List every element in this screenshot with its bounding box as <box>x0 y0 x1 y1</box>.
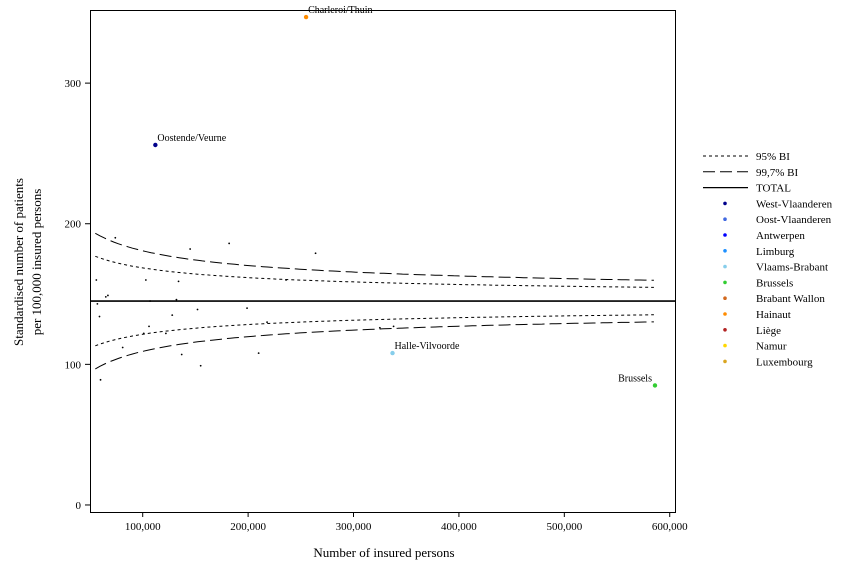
legend-region-label: West-Vlaanderen <box>756 198 833 210</box>
data-point <box>199 364 202 367</box>
y-tick-label: 100 <box>65 359 82 371</box>
data-point <box>95 279 98 281</box>
x-tick-label: 300,000 <box>336 521 372 533</box>
data-point <box>104 295 107 298</box>
data-point <box>153 142 158 148</box>
x-tick-label: 500,000 <box>546 521 582 533</box>
legend-region-label: Oost-Vlaanderen <box>756 214 832 226</box>
point-label: Halle-Vilvoorde <box>395 341 460 352</box>
data-point <box>246 307 248 310</box>
legend-region-label: Liège <box>756 325 781 337</box>
data-point <box>392 325 395 328</box>
lower-997-limit-curve <box>95 321 654 370</box>
data-point <box>390 350 395 356</box>
data-point <box>164 332 167 335</box>
data-point <box>196 308 199 311</box>
legend-marker <box>723 359 727 364</box>
legend-region-label: Namur <box>756 341 787 353</box>
legend-region-label: Antwerpen <box>756 230 805 242</box>
data-point <box>99 378 102 381</box>
legend-marker <box>723 233 727 237</box>
legend-region-label: Vlaams-Brabant <box>756 262 828 274</box>
data-point <box>144 279 147 281</box>
data-point <box>257 352 260 355</box>
legend-marker <box>723 312 727 316</box>
point-label: Charleroi/Thuin <box>308 5 372 16</box>
data-point <box>314 252 317 255</box>
data-point <box>228 242 231 245</box>
legend-region-label: Hainaut <box>756 309 791 321</box>
y-axis-title-line-2: per 100,000 insured persons <box>29 189 44 336</box>
data-point <box>148 325 150 328</box>
legend-marker <box>723 217 727 221</box>
data-point <box>266 321 268 324</box>
x-tick-label: 400,000 <box>441 521 477 533</box>
data-point <box>189 248 192 250</box>
legend-line-label: 99,7% BI <box>756 167 799 179</box>
x-axis: 100,000 200,000 300,000 400,000 500,000 600,0… <box>125 512 688 533</box>
legend-marker <box>723 264 727 269</box>
plot-frame <box>90 10 676 513</box>
y-axis: 0 100 200 300 <box>65 78 90 512</box>
x-tick-label: 200,000 <box>230 521 266 533</box>
point-label: Brussels <box>618 373 652 384</box>
y-tick-label: 200 <box>65 219 82 231</box>
x-tick-label: 600,000 <box>652 521 688 533</box>
y-axis-title-line-1: Standardised number of patients <box>11 178 26 346</box>
data-point <box>652 383 658 388</box>
data-point <box>303 14 309 20</box>
legend-marker <box>723 280 727 285</box>
legend-marker <box>723 328 727 332</box>
legend-line-label: 95% BI <box>756 151 790 163</box>
x-tick-label: 100,000 <box>125 521 161 533</box>
legend-marker <box>723 296 727 301</box>
y-tick-label: 0 <box>76 500 82 512</box>
data-point <box>175 298 178 301</box>
data-point <box>121 346 124 349</box>
legend-region-label: Luxembourg <box>756 356 813 368</box>
data-point <box>149 300 151 302</box>
legend: 95% BI 99,7% BI TOTAL West-Vlaanderen Oost-V… <box>703 151 833 368</box>
data-point <box>285 279 287 281</box>
data-point <box>142 332 145 335</box>
upper-997-limit-curve <box>95 232 654 281</box>
point-labels: Charleroi/Thuin Oostende/Veurne Halle-Vilv… <box>157 5 652 384</box>
legend-marker <box>723 343 727 348</box>
x-axis-title: Number of insured persons <box>313 545 454 560</box>
legend-marker <box>723 249 727 253</box>
legend-marker <box>723 201 727 206</box>
legend-region-label: Limburg <box>756 246 795 258</box>
data-point <box>171 314 174 317</box>
legend-region-label: Brussels <box>756 277 793 289</box>
point-label: Oostende/Veurne <box>157 133 226 144</box>
legend-line-label: TOTAL <box>756 183 791 195</box>
confidence-limits <box>90 232 675 370</box>
data-point <box>98 315 101 318</box>
data-point <box>96 302 99 305</box>
data-point <box>180 353 183 356</box>
data-points <box>95 14 658 388</box>
data-point <box>378 326 381 329</box>
y-tick-label: 300 <box>65 78 82 90</box>
data-point <box>177 280 180 283</box>
data-point <box>114 236 117 239</box>
data-point <box>107 294 109 297</box>
legend-region-label: Brabant Wallon <box>756 293 825 305</box>
